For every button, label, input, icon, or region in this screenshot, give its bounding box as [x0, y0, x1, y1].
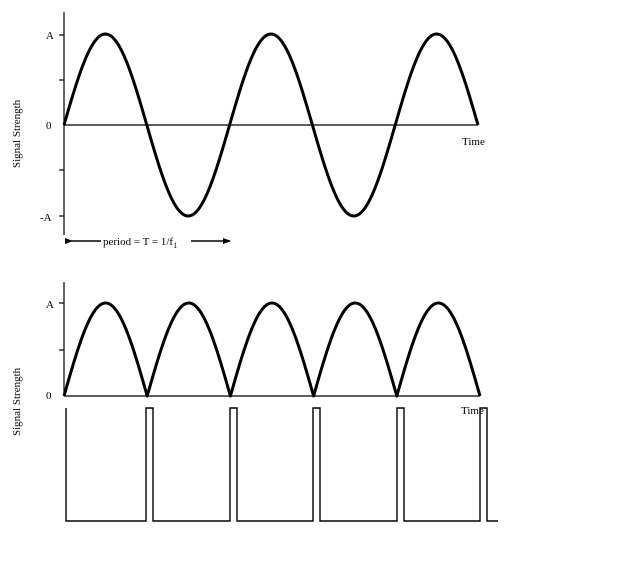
- bottom-x-label: Time: [461, 405, 484, 417]
- bottom-y-label: Signal Strength: [11, 367, 23, 436]
- top-tick-label-zero: 0: [46, 120, 52, 132]
- sine-wave: [62, 32, 480, 218]
- pulse-train: [65, 407, 498, 522]
- period-label-bg: [101, 234, 191, 248]
- rectified-wave: [62, 301, 482, 398]
- bottom-panel: A 0 Time Signal Strength: [11, 282, 498, 522]
- top-tick-label-neg-a: -A: [40, 212, 52, 224]
- bottom-tick-label-zero: 0: [46, 390, 52, 402]
- top-panel: A 0 -A Time Signal Strength period = T =…: [11, 12, 485, 250]
- bottom-tick-label-a: A: [46, 299, 54, 311]
- top-x-label: Time: [462, 136, 485, 148]
- top-tick-label-a: A: [46, 30, 54, 42]
- top-y-label: Signal Strength: [11, 99, 23, 168]
- period-label: period = T = 1/f1: [103, 236, 177, 250]
